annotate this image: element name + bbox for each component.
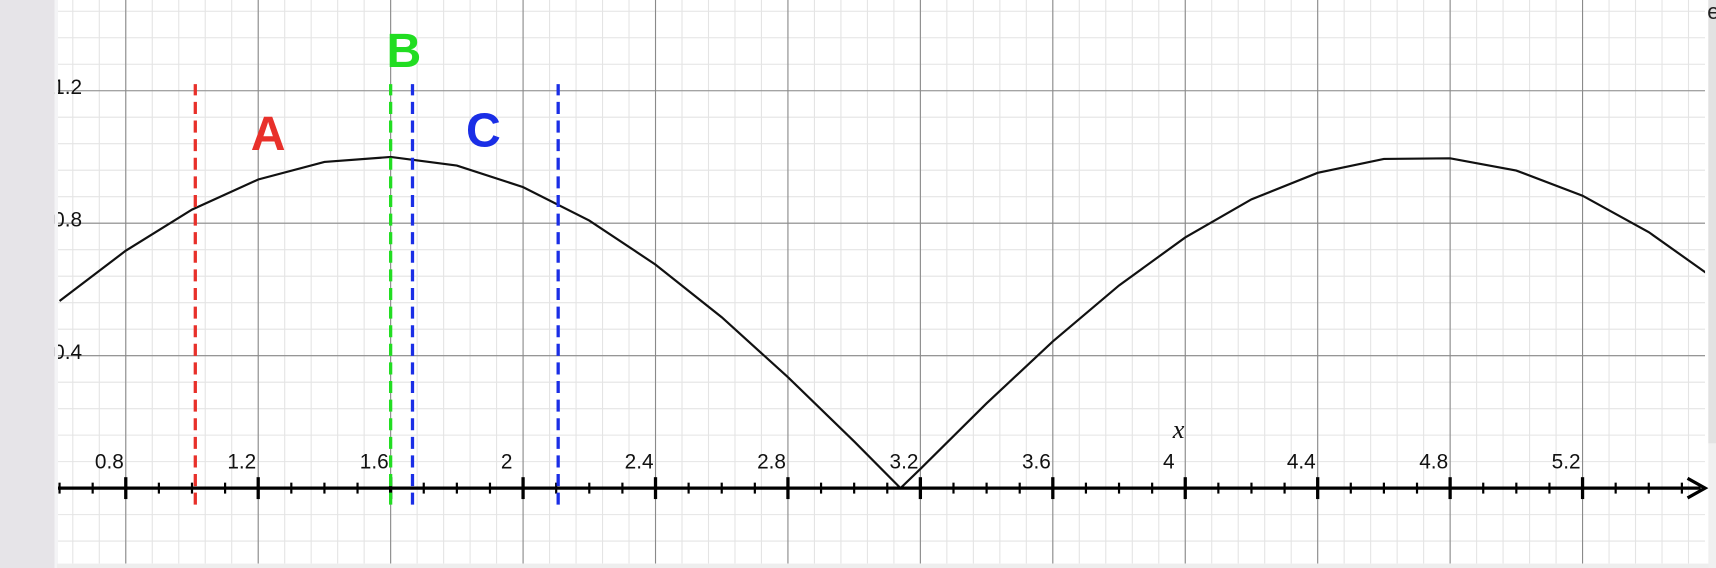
corner-text: e <box>1707 0 1716 24</box>
scroll-thumb[interactable] <box>1708 0 1716 444</box>
x-tick-label: 1.2 <box>227 450 256 473</box>
x-tick-label: 2.4 <box>625 450 654 473</box>
x-tick-label: 4.8 <box>1419 450 1448 473</box>
x-tick-label: 2 <box>501 450 513 473</box>
y-tick-label: 0.8 <box>53 208 82 231</box>
panel-border <box>54 0 59 568</box>
x-tick-label: 2.8 <box>757 450 786 473</box>
y-tick-label: 0.4 <box>53 341 82 364</box>
x-tick-label: 1.6 <box>360 450 389 473</box>
bottom-edge <box>56 563 1716 568</box>
x-tick-label: 5.2 <box>1552 450 1581 473</box>
annotation-label: B <box>387 24 422 78</box>
side-panel <box>0 0 55 568</box>
y-tick-label: 1.2 <box>53 76 82 99</box>
x-axis-arrow <box>1686 476 1709 500</box>
annotation-label: C <box>466 104 501 158</box>
x-tick-label: 4 <box>1163 450 1175 473</box>
x-tick-label: 0.8 <box>95 450 124 473</box>
x-tick-label: 3.2 <box>890 450 919 473</box>
x-axis-label: x <box>1172 415 1185 444</box>
x-tick-label: 4.4 <box>1287 450 1316 473</box>
x-tick-label: 3.6 <box>1022 450 1051 473</box>
annotation-label: A <box>251 107 286 161</box>
